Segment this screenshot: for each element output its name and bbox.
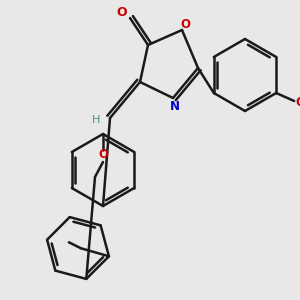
Text: H: H	[92, 115, 100, 125]
Text: O: O	[98, 148, 108, 160]
Text: N: N	[170, 100, 180, 113]
Text: O: O	[295, 97, 300, 110]
Text: O: O	[180, 17, 190, 31]
Text: O: O	[117, 7, 127, 20]
